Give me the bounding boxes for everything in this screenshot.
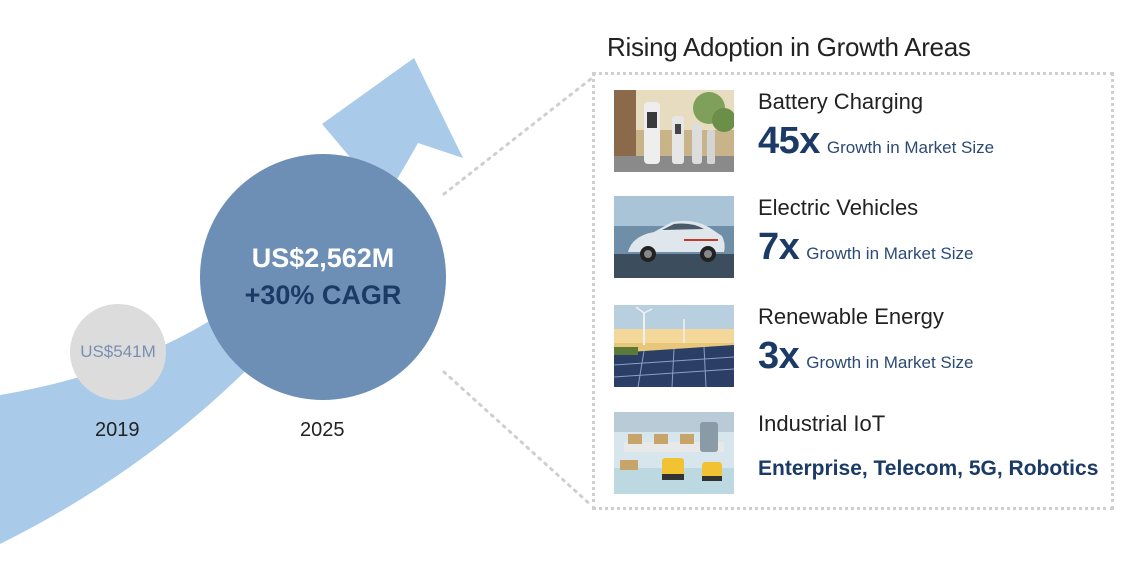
connector-line-top: [442, 76, 594, 196]
value-2025-circle: US$2,562M +30% CAGR: [200, 154, 446, 400]
ev-charger-photo: [614, 90, 734, 172]
growth-multiplier: 3x: [758, 335, 800, 377]
value-2019-circle: US$541M: [70, 304, 166, 400]
growth-multiplier: 45x: [758, 120, 820, 162]
growth-item-battery-charging: Battery Charging 45x Growth in Market Si…: [614, 89, 1094, 172]
panel-title: Rising Adoption in Growth Areas: [607, 32, 971, 62]
year-2025-label: 2025: [300, 419, 345, 441]
cagr-label: +30% CAGR: [244, 280, 402, 310]
item-name: Renewable Energy: [758, 304, 944, 329]
growth-item-renewable-energy: Renewable Energy 3x Growth in Market Siz…: [614, 304, 1094, 387]
growth-arrow: [0, 58, 463, 544]
iot-segments: Enterprise, Telecom, 5G, Robotics: [758, 457, 1099, 480]
value-2019: US$541M: [80, 342, 156, 361]
year-2019-label: 2019: [95, 419, 140, 441]
growth-item-electric-vehicles: Electric Vehicles 7x Growth in Market Si…: [614, 195, 1094, 278]
connector-line-bottom: [442, 370, 594, 508]
value-2025: US$2,562M: [251, 243, 395, 273]
item-name: Industrial IoT: [758, 411, 886, 436]
electric-car-photo: [614, 196, 734, 278]
growth-description: Growth in Market Size: [806, 353, 974, 372]
solar-wind-photo: [614, 305, 734, 387]
factory-robots-photo: [614, 412, 734, 494]
growth-multiplier: 7x: [758, 226, 800, 268]
item-name: Battery Charging: [758, 89, 924, 114]
item-name: Electric Vehicles: [758, 195, 919, 220]
growth-areas-panel: [592, 72, 1114, 510]
growth-description: Growth in Market Size: [826, 138, 995, 157]
growth-item-industrial-iot: Industrial IoT Enterprise, Telecom, 5G, …: [614, 411, 1098, 494]
growth-description: Growth in Market Size: [806, 244, 974, 263]
